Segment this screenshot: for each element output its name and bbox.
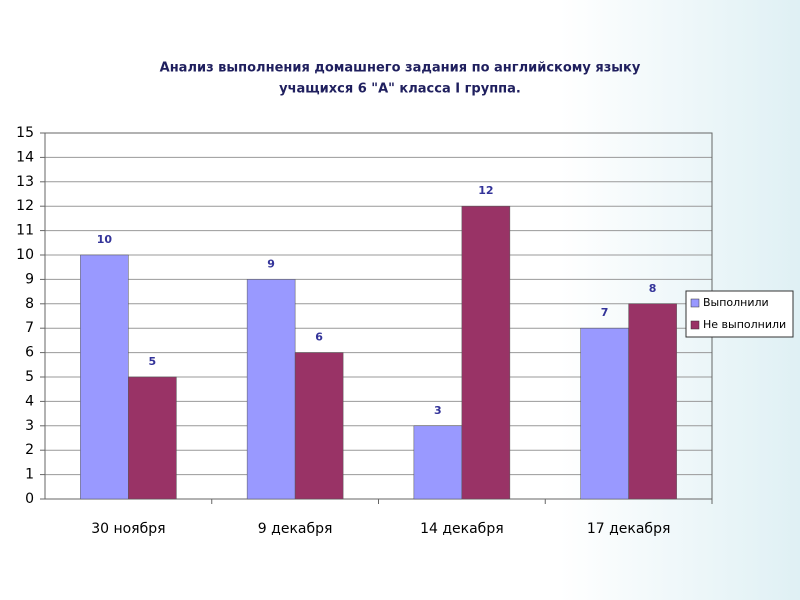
data-label: 5 (149, 355, 157, 368)
y-tick-label: 7 (25, 320, 34, 336)
data-label: 3 (434, 404, 442, 417)
legend-swatch (690, 320, 700, 330)
x-tick-label: 30 ноября (91, 521, 165, 537)
x-tick-label: 14 декабря (420, 521, 504, 537)
bar (128, 376, 177, 500)
y-tick-label: 5 (25, 369, 34, 385)
y-tick-label: 4 (25, 393, 34, 409)
data-label: 12 (478, 184, 493, 197)
y-tick-label: 2 (25, 442, 34, 458)
y-tick-label: 11 (16, 223, 34, 239)
y-tick-label: 12 (16, 198, 34, 214)
bar (294, 352, 344, 500)
y-tick-label: 0 (25, 491, 34, 507)
y-tick-label: 13 (16, 174, 34, 190)
chart-title: учащихся 6 "А" класса I группа. (279, 82, 521, 97)
data-label: 9 (267, 257, 275, 270)
data-label: 7 (601, 306, 609, 319)
data-label: 10 (97, 233, 113, 246)
data-label: 8 (649, 282, 657, 295)
bar (80, 254, 129, 500)
legend-label: Не выполнили (703, 318, 786, 331)
legend-label: Выполнили (703, 296, 769, 309)
y-tick-label: 10 (16, 247, 34, 263)
data-label: 6 (315, 331, 323, 344)
y-tick-label: 15 (16, 125, 34, 141)
bar (461, 205, 511, 500)
y-tick-label: 9 (25, 271, 34, 287)
bar (580, 327, 629, 500)
legend-box (685, 290, 794, 338)
x-tick-label: 17 декабря (587, 521, 671, 537)
chart-title: Анализ выполнения домашнего задания по а… (160, 61, 641, 76)
y-tick-label: 3 (25, 418, 34, 434)
bar (246, 279, 296, 500)
y-tick-label: 1 (25, 467, 34, 483)
y-tick-label: 6 (25, 345, 34, 361)
y-tick-label: 8 (25, 296, 34, 312)
bar (413, 425, 463, 500)
legend-swatch (690, 298, 700, 308)
bar (628, 303, 677, 500)
x-tick-label: 9 декабря (258, 521, 333, 537)
y-tick-label: 14 (16, 149, 34, 165)
